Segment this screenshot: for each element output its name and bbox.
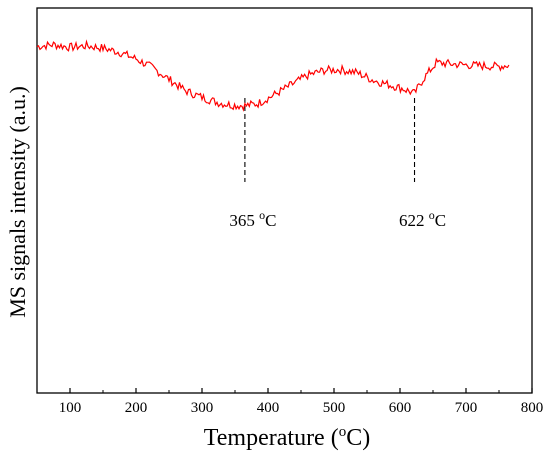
series-line [36,39,510,112]
x-tick-label: 700 [455,400,478,416]
annotation-label: 365 oC [229,208,276,230]
x-axis-title: Temperature (oC) [204,424,370,451]
y-axis-title: MS signals intensity (a.u.) [5,86,30,318]
x-axis-ticks: 100 200 300 400 500 600 700 800 [59,388,544,416]
x-tick-label: 400 [257,400,280,416]
x-tick-label: 100 [59,400,82,416]
x-tick-label: 600 [389,400,412,416]
annotations: 365 oC 622 oC [229,98,446,230]
x-tick-label: 200 [125,400,148,416]
annotation-label: 622 oC [399,208,446,230]
x-tick-label: 800 [521,400,544,416]
x-tick-label: 500 [323,400,346,416]
x-tick-label: 300 [191,400,214,416]
plot-frame [36,7,533,394]
